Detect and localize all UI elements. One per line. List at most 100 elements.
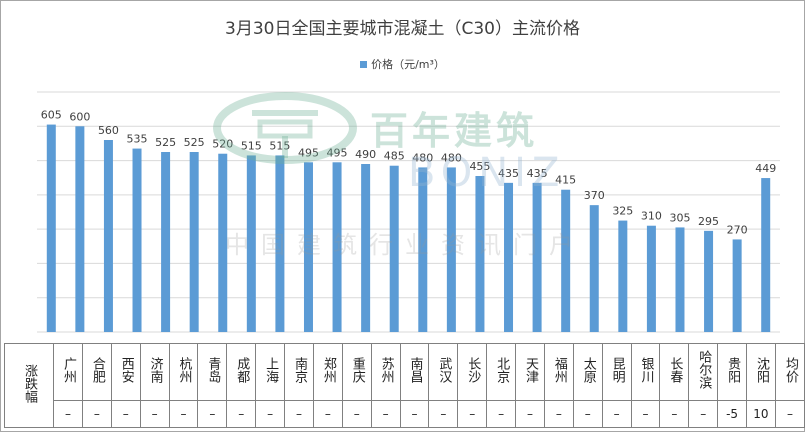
change-cell-济南: –: [139, 400, 170, 428]
data-label-银川: 325: [612, 205, 633, 218]
city-name: 南京: [291, 356, 307, 383]
data-label-苏州: 490: [355, 148, 376, 161]
change-cell-天津: –: [515, 400, 545, 428]
bar-均价: [761, 178, 771, 332]
data-label-青岛: 525: [184, 136, 205, 149]
row-label: 涨跌幅: [4, 343, 54, 428]
change-cell-沈阳: 10: [746, 400, 776, 428]
city-cell-沈阳: 沈阳: [746, 343, 776, 401]
data-label-南京: 515: [269, 139, 290, 152]
bar-武汉: [418, 167, 428, 332]
bar-西安: [103, 140, 113, 332]
change-cell-长春: –: [659, 400, 690, 428]
city-cell-太原: 太原: [572, 343, 603, 401]
data-label-上海: 515: [241, 139, 262, 152]
change-cell-杭州: –: [168, 400, 199, 428]
row-label-text: 涨跌幅: [22, 363, 37, 403]
change-cell-上海: –: [255, 400, 285, 428]
data-label-天津: 435: [498, 167, 519, 180]
data-label-合肥: 600: [69, 110, 90, 123]
data-label-太原: 415: [555, 174, 576, 187]
city-cell-济南: 济南: [139, 343, 170, 401]
bar-南京: [275, 155, 285, 332]
change-cell-苏州: –: [370, 400, 401, 428]
bar-昆明: [589, 205, 599, 332]
change-cell-南昌: –: [399, 400, 430, 428]
change-row: – – – – – – – – – – – – – – – – – – – – – – – -5 10–: [5, 400, 805, 428]
city-name: 合肥: [89, 356, 105, 383]
city-cell-广州: 广州: [53, 343, 83, 401]
city-name: 天津: [522, 356, 538, 383]
data-label-沈阳: 270: [727, 223, 748, 236]
city-cell-天津: 天津: [515, 343, 545, 401]
data-label-贵阳: 295: [698, 215, 719, 228]
city-cell-郑州: 郑州: [312, 343, 343, 401]
change-cell-广州: –: [53, 400, 83, 428]
data-label-福州: 435: [527, 167, 548, 180]
city-name: 济南: [147, 356, 163, 383]
city-name: 上海: [263, 356, 279, 383]
data-label-南昌: 485: [384, 150, 405, 163]
city-name: 南昌: [407, 356, 423, 383]
city-cell-福州: 福州: [543, 343, 574, 401]
change-cell-昆明: –: [601, 400, 632, 428]
bar-长春: [646, 225, 656, 332]
city-name: 长沙: [465, 356, 481, 383]
data-label-均价: 449: [755, 162, 776, 175]
chart-legend: 价格（元/m³）: [0, 56, 805, 72]
change-cell-西安: –: [110, 400, 141, 428]
city-name: 苏州: [378, 356, 394, 383]
city-name: 西安: [118, 356, 134, 383]
data-label-哈尔滨: 305: [669, 211, 690, 224]
bar-合肥: [75, 126, 85, 333]
city-cell-西安: 西安: [110, 343, 141, 401]
legend-label: 价格（元/m³）: [371, 58, 445, 71]
data-label-西安: 560: [98, 124, 119, 137]
bar-北京: [475, 176, 485, 332]
city-cell-成都: 成都: [226, 343, 257, 401]
data-label-昆明: 370: [584, 189, 605, 202]
data-label-重庆: 495: [327, 146, 348, 159]
change-cell-合肥: –: [81, 400, 112, 428]
city-name: 昆明: [609, 356, 625, 383]
bar-贵阳: [704, 230, 714, 332]
bar-济南: [132, 148, 142, 332]
legend-swatch: [360, 61, 368, 68]
city-cell-北京: 北京: [486, 343, 516, 401]
change-table: 涨跌幅 广州 合肥 西安 济南 杭州 青岛 成都 上海 南京 郑州 重庆 苏州 南昌 武汉 长沙 北京 天津 福州…: [4, 343, 805, 428]
chart-title: 3月30日全国主要城市混凝土（C30）主流价格: [225, 19, 580, 39]
change-cell-福州: –: [543, 400, 574, 428]
city-row: 涨跌幅 广州 合肥 西安 济南 杭州 青岛 成都 上海 南京 郑州 重庆 苏州 南昌 武汉 长沙 北京 天津 福州…: [4, 343, 805, 428]
change-cell-郑州: –: [312, 400, 343, 428]
city-name: 武汉: [436, 356, 452, 383]
city-name: 杭州: [176, 356, 192, 383]
city-cell-贵阳: 贵阳: [717, 343, 747, 401]
city-cell-上海: 上海: [255, 343, 285, 401]
bar-苏州: [361, 164, 371, 332]
data-label-北京: 455: [469, 160, 490, 173]
city-name: 长春: [667, 356, 683, 383]
data-label-长春: 310: [641, 210, 662, 223]
bar-沈阳: [732, 239, 742, 332]
data-label-武汉: 480: [412, 151, 433, 164]
city-cell-南京: 南京: [284, 343, 314, 401]
city-cell-昆明: 昆明: [601, 343, 632, 401]
city-name: 北京: [494, 356, 510, 383]
city-cell-杭州: 杭州: [168, 343, 199, 401]
city-cell-合肥: 合肥: [81, 343, 112, 401]
city-cell-南昌: 南昌: [399, 343, 430, 401]
data-label-济南: 535: [127, 133, 148, 146]
city-name: 贵阳: [725, 356, 741, 383]
bar-重庆: [332, 162, 342, 332]
change-cell-南京: –: [284, 400, 314, 428]
data-label-广州: 605: [41, 109, 62, 122]
bar-青岛: [189, 152, 199, 332]
city-cell-武汉: 武汉: [428, 343, 459, 401]
city-name: 郑州: [320, 356, 336, 383]
city-cell-银川: 银川: [630, 343, 661, 401]
change-cell-青岛: –: [197, 400, 228, 428]
gridlines: [37, 91, 780, 333]
bar-南昌: [389, 165, 399, 332]
bar-天津: [504, 182, 514, 332]
change-cell-银川: –: [630, 400, 661, 428]
